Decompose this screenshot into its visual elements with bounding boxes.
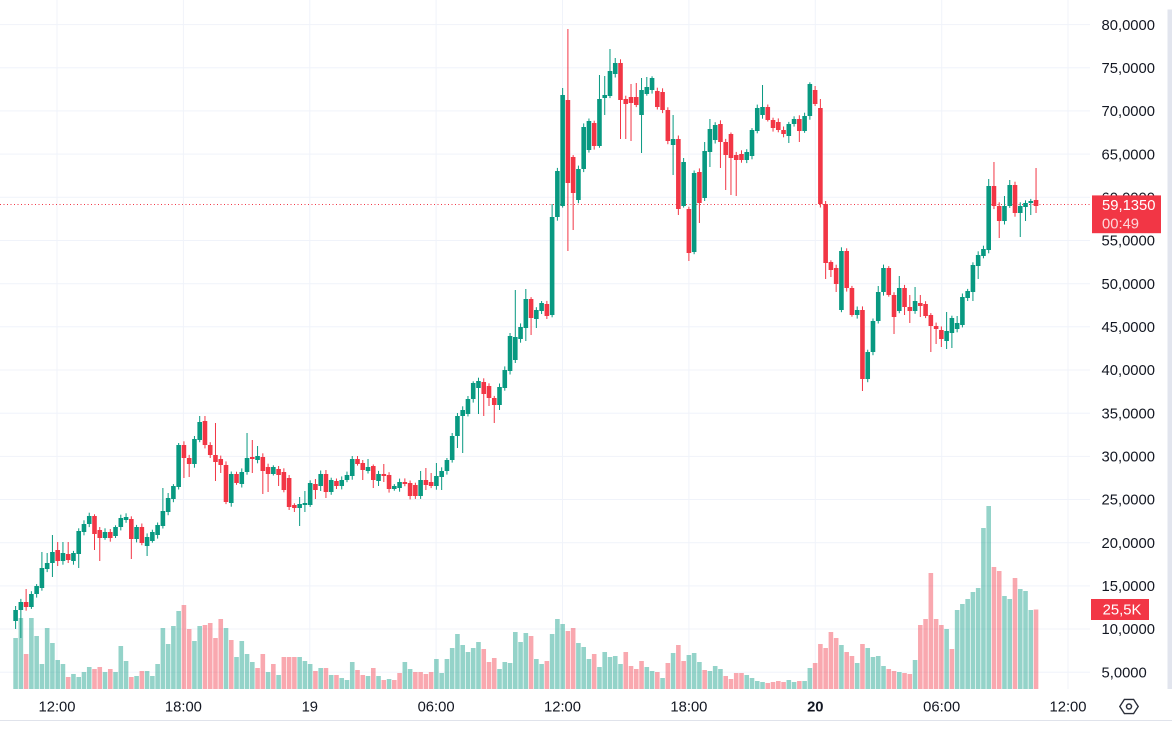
svg-text:00:49: 00:49 [1102,217,1139,233]
svg-text:18:00: 18:00 [670,700,707,716]
svg-text:65,0000: 65,0000 [1102,147,1156,163]
svg-text:25,0000: 25,0000 [1102,493,1156,509]
svg-text:35,0000: 35,0000 [1102,406,1156,422]
svg-text:40,0000: 40,0000 [1102,363,1156,379]
svg-text:06:00: 06:00 [923,700,960,716]
svg-text:19: 19 [302,700,318,716]
svg-text:80,0000: 80,0000 [1102,18,1156,34]
svg-text:30,0000: 30,0000 [1102,450,1156,466]
svg-text:12:00: 12:00 [1049,700,1086,716]
svg-text:12:00: 12:00 [544,700,581,716]
svg-text:06:00: 06:00 [418,700,455,716]
svg-text:15,0000: 15,0000 [1102,579,1156,595]
svg-text:12:00: 12:00 [38,700,75,716]
svg-text:70,0000: 70,0000 [1102,104,1156,120]
svg-text:75,0000: 75,0000 [1102,61,1156,77]
svg-text:20,0000: 20,0000 [1102,536,1156,552]
svg-text:50,0000: 50,0000 [1102,277,1156,293]
svg-text:5,0000: 5,0000 [1102,665,1147,681]
svg-text:45,0000: 45,0000 [1102,320,1156,336]
svg-text:25,5K: 25,5K [1103,603,1142,619]
svg-text:10,0000: 10,0000 [1102,622,1156,638]
svg-text:20: 20 [807,700,823,716]
svg-text:59,1350: 59,1350 [1102,198,1156,214]
svg-text:55,0000: 55,0000 [1102,234,1156,250]
svg-text:18:00: 18:00 [165,700,202,716]
